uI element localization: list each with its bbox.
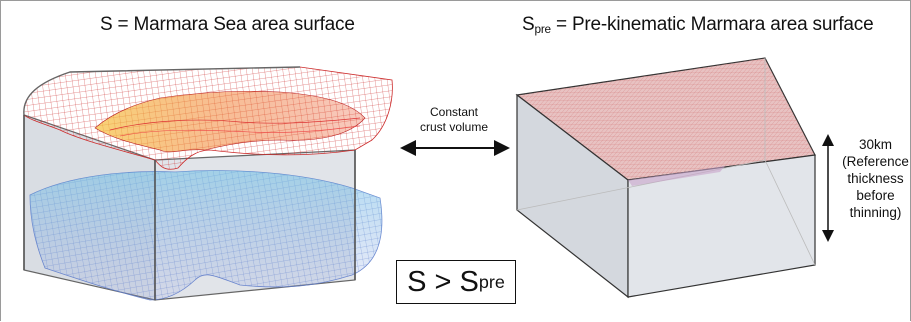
marmara-block: [23, 66, 393, 301]
inequality-subscript: pre: [478, 271, 505, 292]
thickness-label-line: before: [856, 188, 895, 203]
thickness-label: 30km (Reference thickness before thinnin…: [838, 136, 911, 221]
constant-volume-label-line1: Constant: [429, 105, 479, 119]
inequality-lhs: S > S: [407, 265, 479, 298]
constant-volume-label: Constant crust volume: [404, 105, 504, 135]
right-title-subscript: pre: [534, 22, 551, 36]
basin-mesh: [94, 90, 366, 153]
constant-volume-label-line2: crust volume: [419, 120, 489, 134]
left-title: S = Marmara Sea area surface: [100, 14, 355, 35]
right-title-text: = Pre-kinematic Marmara area surface: [550, 14, 874, 35]
thickness-label-line: (Reference: [842, 154, 909, 169]
thickness-label-line: 30km: [858, 137, 892, 152]
thickness-label-line: thickness: [847, 171, 904, 186]
prekinematic-block: [515, 57, 816, 299]
thickness-label-line: thinning): [849, 205, 902, 220]
right-title: Spre = Pre-kinematic Marmara area surfac…: [522, 14, 874, 36]
right-title-symbol: S: [522, 14, 535, 35]
